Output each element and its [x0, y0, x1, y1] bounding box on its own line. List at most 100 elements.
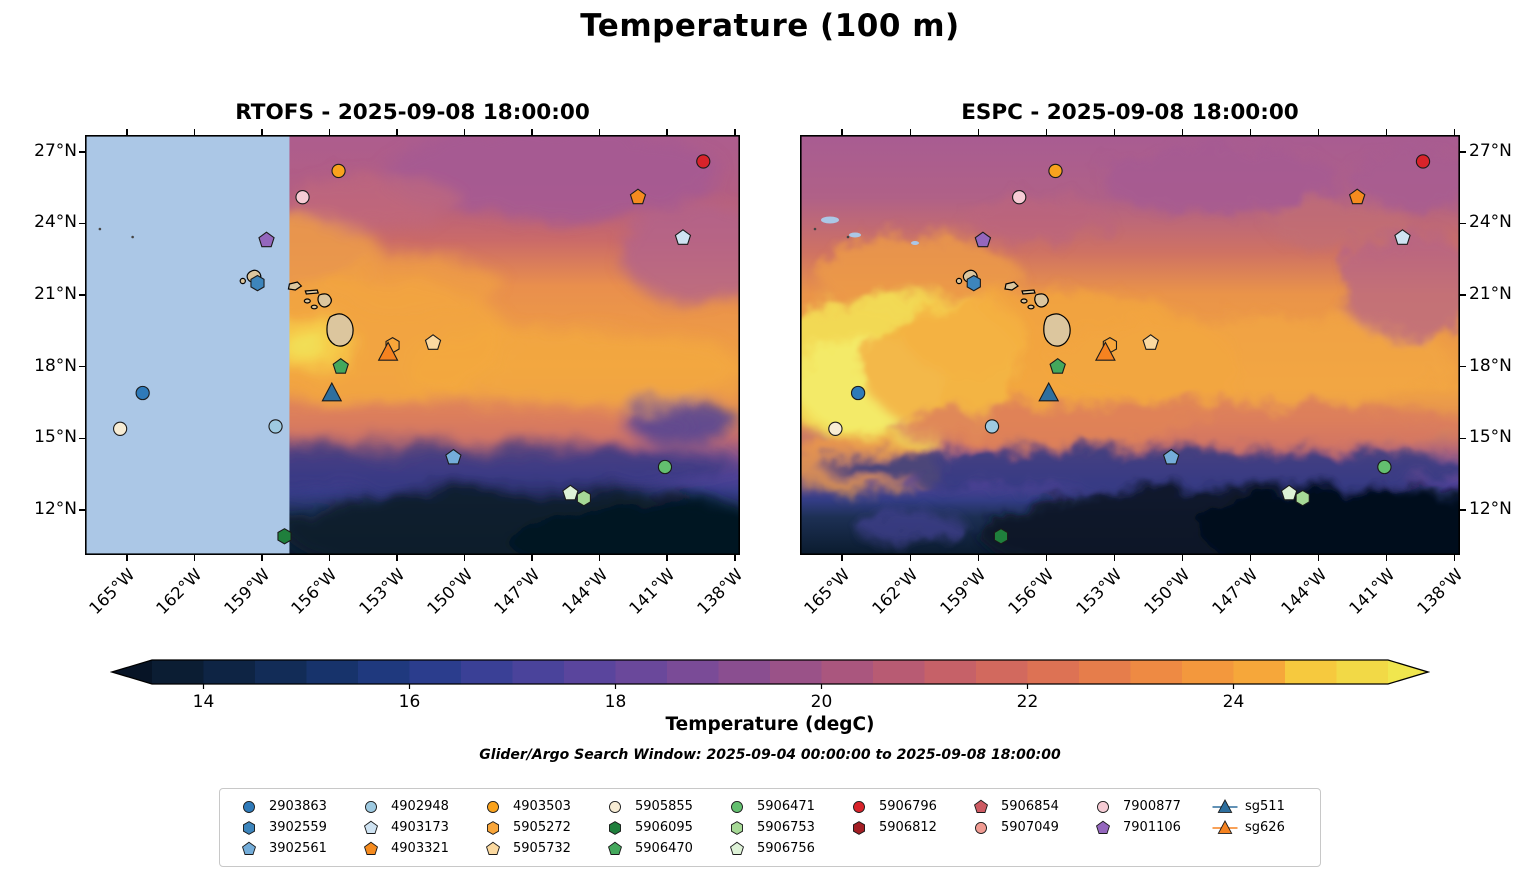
tick-mark — [1249, 129, 1252, 135]
tick-mark — [1113, 129, 1116, 135]
tick-mark — [463, 555, 466, 561]
marker-5905732 — [424, 334, 442, 350]
legend-label: 7901106 — [1123, 820, 1181, 835]
legend-label: sg511 — [1245, 799, 1285, 814]
circle-marker-icon — [243, 800, 255, 813]
legend-item-5906470: 5906470 — [602, 838, 694, 859]
marker-4903173 — [1394, 229, 1411, 245]
marker-4903503 — [331, 163, 346, 179]
tick-mark — [598, 129, 601, 135]
legend-label: 5905732 — [513, 841, 571, 856]
colorbar-segment — [1130, 660, 1183, 684]
marker-4902948 — [268, 419, 283, 434]
colorbar-segment — [770, 660, 823, 684]
marker-2903863 — [135, 385, 150, 401]
legend-label: 3902561 — [269, 841, 327, 856]
colorbar-segment — [306, 660, 359, 684]
tick-mark — [977, 129, 980, 135]
y-tick-label: 24°N — [34, 212, 77, 233]
marker-5906796 — [1415, 154, 1431, 169]
y-tick-label: 12°N — [1469, 498, 1512, 519]
colorbar-label: Temperature (degC) — [665, 714, 875, 735]
circle-marker-icon — [853, 800, 865, 813]
legend-item-4903321: 4903321 — [358, 838, 450, 859]
figure-title: Temperature (100 m) — [580, 8, 960, 44]
marker-3902561 — [445, 448, 462, 465]
legend-label: 5906471 — [757, 799, 815, 814]
colorbar-tick-label: 18 — [604, 692, 627, 712]
marker-2903863 — [850, 385, 866, 401]
panel-border — [800, 135, 1461, 555]
marker-5906753 — [1295, 489, 1310, 507]
pentagon-marker-icon — [730, 841, 744, 855]
tick-mark — [1460, 294, 1466, 296]
marker-5906470 — [332, 358, 349, 374]
marker-5906095 — [277, 528, 292, 545]
tick-mark — [1113, 555, 1116, 561]
pentagon-marker-icon — [1096, 820, 1110, 834]
legend-item-5906812: 5906812 — [846, 817, 938, 838]
legend-item-5905732: 5905732 — [480, 838, 572, 859]
colorbar-segment — [409, 660, 462, 684]
legend-label: 5905272 — [513, 820, 571, 835]
hexagon-marker-icon — [487, 820, 499, 835]
marker-3902561 — [1162, 448, 1180, 465]
legend-item-4903503: 4903503 — [480, 796, 572, 817]
colorbar-tick-label: 14 — [192, 692, 215, 712]
marker-5906471 — [657, 459, 673, 475]
marker-5906471 — [1377, 459, 1392, 475]
colorbar-segment — [1285, 660, 1338, 684]
tick-mark — [79, 222, 85, 225]
colorbar-tick-label: 22 — [1016, 692, 1039, 712]
colorbar-segment — [976, 660, 1029, 684]
colorbar-segment — [667, 660, 720, 684]
tick-mark — [1045, 555, 1048, 561]
hexagon-marker-icon — [731, 820, 743, 835]
colorbar-segment — [152, 660, 205, 684]
hawaiian-islands — [98, 227, 354, 347]
pentagon-marker-icon — [364, 820, 378, 834]
marker-4903503 — [1048, 163, 1063, 179]
y-tick-label: 15°N — [34, 427, 77, 448]
legend-label: 4903173 — [391, 820, 449, 835]
marker-5905855 — [828, 421, 843, 436]
colorbar-under-arrow — [112, 660, 152, 684]
colorbar-segment — [461, 660, 514, 684]
tick-mark — [463, 129, 466, 135]
triangle-marker-icon — [1212, 798, 1238, 813]
tick-mark — [841, 555, 843, 561]
hexagon-marker-icon — [609, 820, 621, 835]
colorbar-bar — [110, 659, 1430, 689]
colorbar-tick-label: 16 — [398, 692, 421, 712]
tick-mark — [977, 555, 980, 561]
tick-mark — [193, 129, 196, 135]
marker-sg626 — [377, 341, 399, 361]
legend-item-5906753: 5906753 — [724, 817, 816, 838]
y-tick-label: 21°N — [34, 284, 77, 305]
legend-label: 5906854 — [1001, 799, 1059, 814]
legend-item-sg626: sg626 — [1212, 817, 1304, 838]
tick-mark — [1453, 129, 1456, 135]
platform-markers — [828, 154, 1431, 545]
search-window-caption: Glider/Argo Search Window: 2025-09-04 00… — [479, 747, 1061, 763]
marker-5906753 — [576, 489, 591, 507]
colorbar: 14 16 18 20 22 24 — [110, 658, 1430, 718]
marker-3902559 — [966, 274, 981, 292]
colorbar-segment — [255, 660, 308, 684]
circle-marker-icon — [487, 800, 499, 813]
legend-label: 4903503 — [513, 799, 571, 814]
legend-label: 5906812 — [879, 820, 937, 835]
legend-item-5906796: 5906796 — [846, 796, 938, 817]
marker-7900877 — [295, 190, 310, 205]
legend-item-5906756: 5906756 — [724, 838, 816, 859]
legend-label: 4902948 — [391, 799, 449, 814]
legend-item-5905855: 5905855 — [602, 796, 694, 817]
tick-mark — [666, 555, 668, 561]
marker-sg511 — [321, 381, 343, 402]
y-tick-label: 21°N — [1469, 284, 1512, 305]
legend-item-empty — [1090, 838, 1182, 859]
tick-mark — [396, 555, 398, 561]
legend-item-5906854: 5906854 — [968, 796, 1060, 817]
tick-mark — [531, 555, 533, 561]
legend-item-3902559: 3902559 — [236, 817, 328, 838]
